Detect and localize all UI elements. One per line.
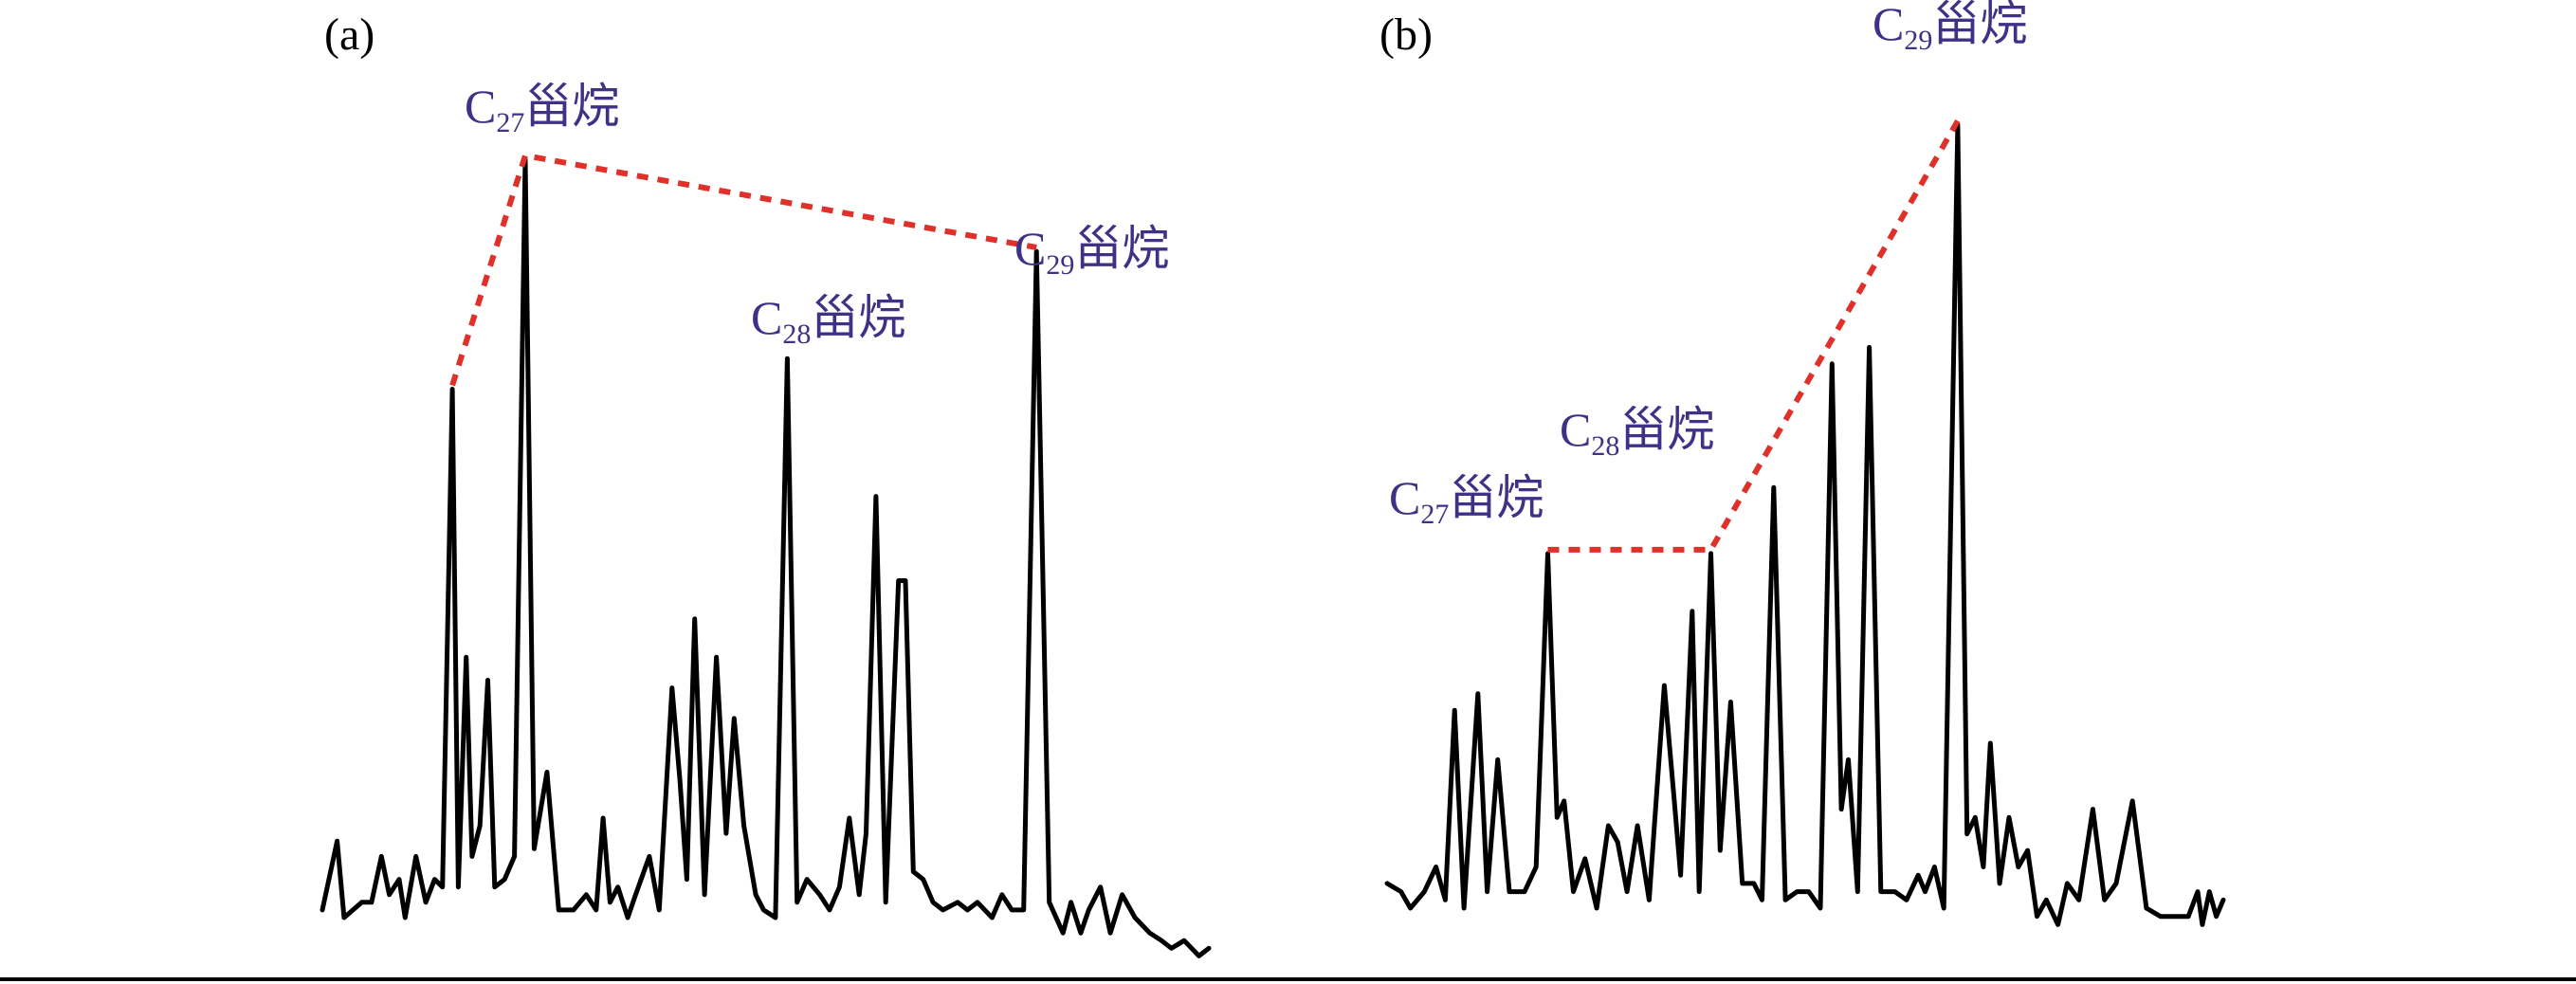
panel-b: (b) C27甾烷 C28甾烷 C29甾烷 [1379, 0, 2226, 927]
panel-b-trend-line [1547, 119, 1961, 553]
panel-a-trend-line [449, 152, 1037, 387]
panel-b-label: (b) [1379, 9, 1433, 60]
panel-a-c27-label: C27甾烷 [465, 80, 619, 138]
panel-a: (a) C27甾烷 C28甾烷 C29甾烷 [320, 9, 1212, 958]
panel-b-c28-label: C28甾烷 [1560, 403, 1714, 462]
panel-b-c29-label: C29甾烷 [1873, 0, 2027, 56]
panel-a-label: (a) [324, 9, 375, 60]
panel-a-c28-label: C28甾烷 [751, 291, 905, 350]
panel-a-c29-label: C29甾烷 [1014, 222, 1169, 281]
panel-a-trace [320, 156, 1212, 958]
panel-b-trace [1384, 122, 2226, 927]
panel-b-c27-label: C27甾烷 [1389, 471, 1544, 530]
